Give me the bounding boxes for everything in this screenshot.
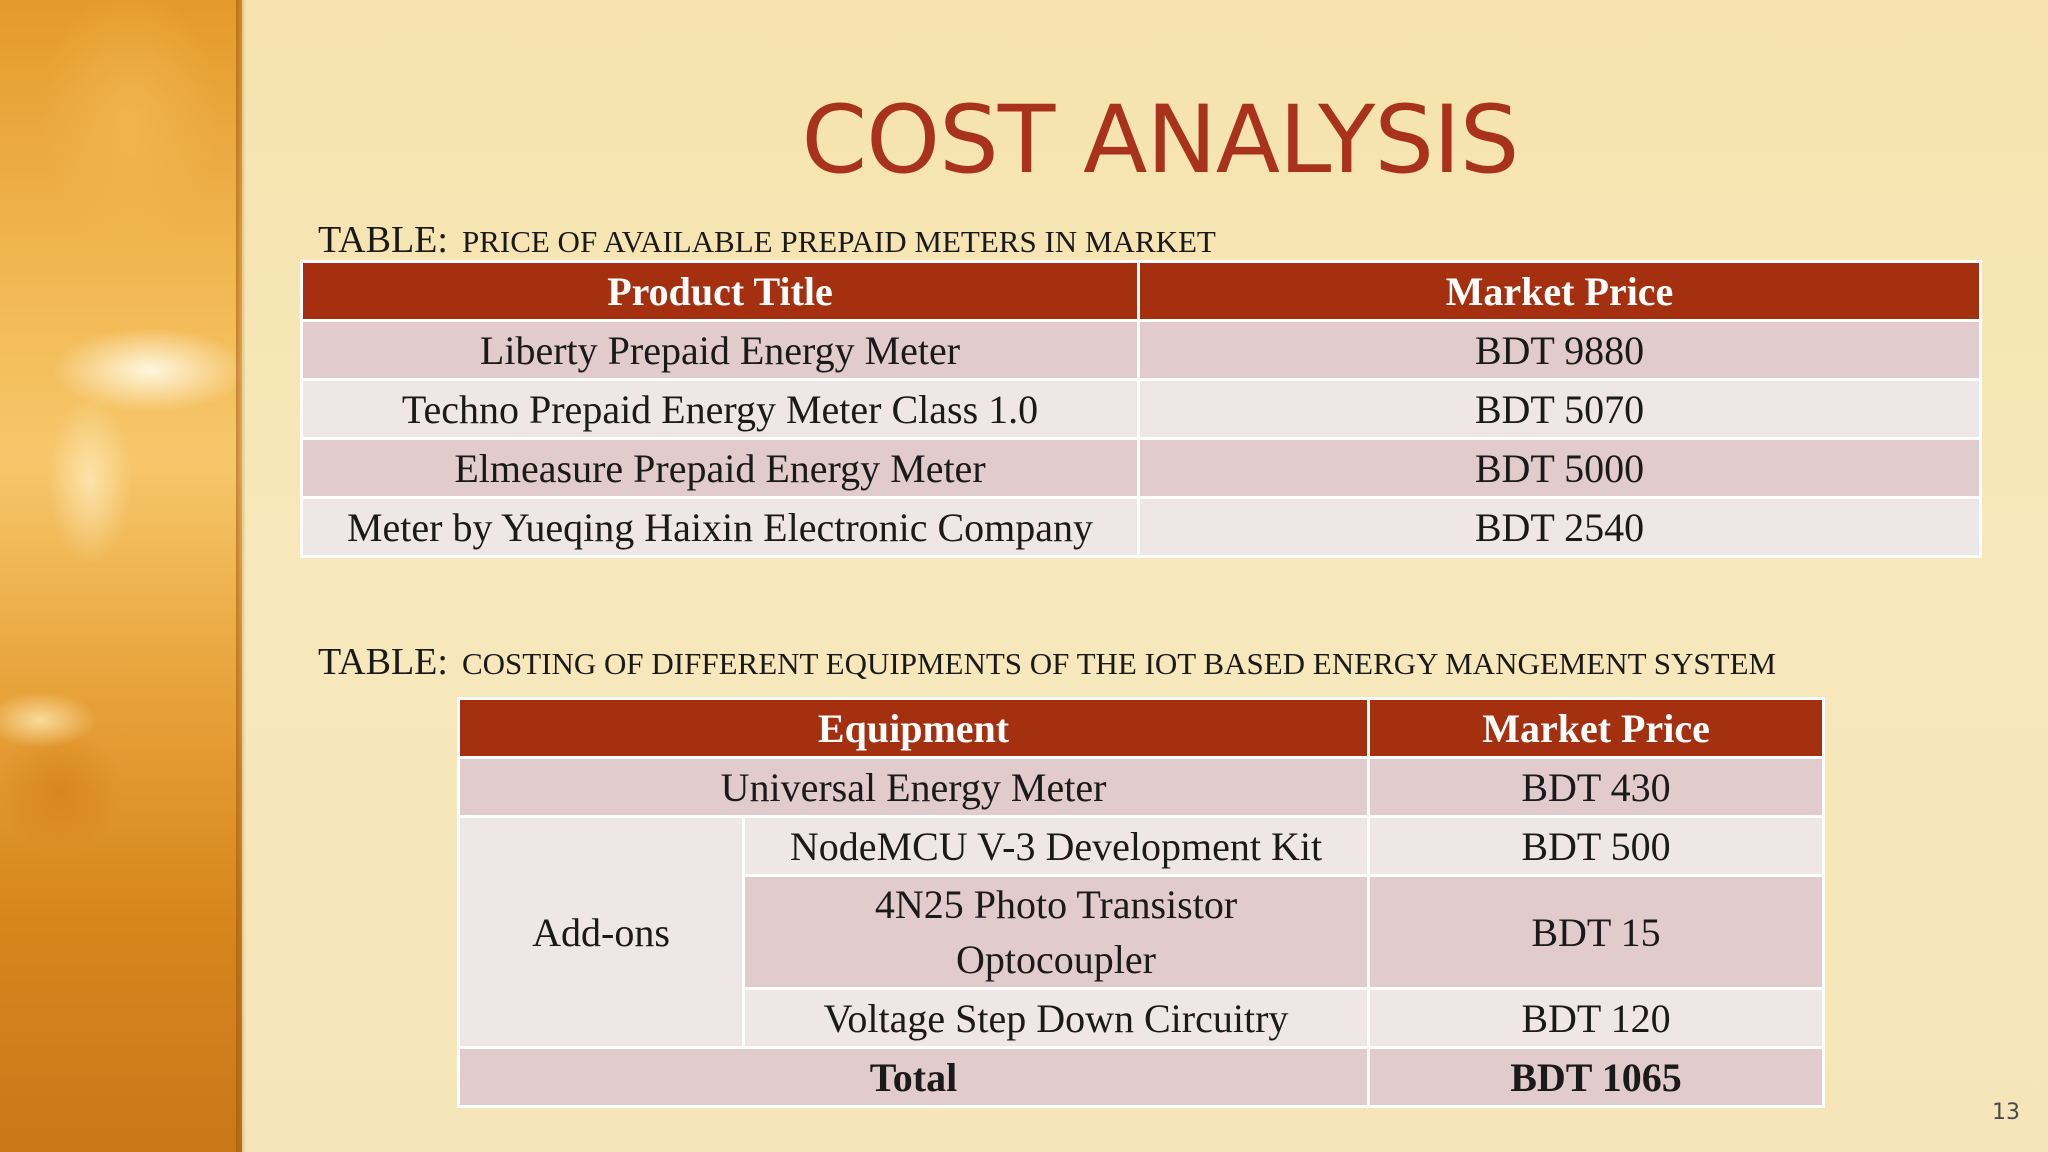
table1-caption: TABLE: PRICE OF AVAILABLE PREPAID METERS … (318, 218, 1216, 262)
column-header-market-price: Market Price (1367, 697, 1825, 759)
equipment-cell: Universal Energy Meter (456, 756, 1371, 818)
table1-caption-lead: TABLE: (318, 219, 448, 261)
total-row: Total BDT 1065 (456, 1046, 1825, 1108)
product-title-cell: Meter by Yueqing Haixin Electronic Compa… (300, 496, 1140, 558)
table-row: Liberty Prepaid Energy Meter BDT 9880 (300, 319, 1982, 381)
equipment-name-line1: 4N25 Photo Transistor (874, 882, 1238, 927)
total-label: Total (456, 1046, 1371, 1108)
prepaid-meters-table: Product Title Market Price Liberty Prepa… (300, 260, 1982, 558)
product-title-cell: Techno Prepaid Energy Meter Class 1.0 (300, 378, 1140, 440)
product-title-cell: Elmeasure Prepaid Energy Meter (300, 437, 1140, 499)
equipment-cell: NodeMCU V-3 Development Kit (741, 815, 1371, 877)
table-header-row: Equipment Market Price (456, 697, 1825, 759)
table-row: 4N25 Photo Transistor Optocoupler BDT 15 (459, 874, 1825, 990)
column-header-market-price: Market Price (1137, 260, 1982, 322)
total-price: BDT 1065 (1367, 1046, 1825, 1108)
image-edge-shadow (236, 0, 246, 1152)
table-row: Techno Prepaid Energy Meter Class 1.0 BD… (300, 378, 1982, 440)
table-header-row: Product Title Market Price (300, 260, 1982, 322)
equipment-cell: Voltage Step Down Circuitry (741, 987, 1371, 1049)
equipment-costing-table: Equipment Market Price Universal Energy … (456, 697, 1825, 1108)
table-row: Add-ons NodeMCU V-3 Development Kit BDT … (457, 815, 1825, 1049)
market-price-cell: BDT 5070 (1137, 378, 1982, 440)
market-price-cell: BDT 9880 (1137, 319, 1982, 381)
table2-caption: TABLE: COSTING OF DIFFERENT EQUIPMENTS OF… (318, 640, 1776, 684)
market-price-cell: BDT 120 (1367, 987, 1825, 1049)
addons-group-cell: Add-ons (457, 815, 745, 1049)
table-row: Elmeasure Prepaid Energy Meter BDT 5000 (300, 437, 1982, 499)
column-header-equipment: Equipment (456, 697, 1371, 759)
table1-caption-text: PRICE OF AVAILABLE PREPAID METERS IN MAR… (461, 224, 1216, 259)
equipment-name-line2: Optocoupler (956, 937, 1156, 982)
product-title-cell: Liberty Prepaid Energy Meter (300, 319, 1140, 381)
market-price-cell: BDT 500 (1367, 815, 1825, 877)
market-price-cell: BDT 5000 (1137, 437, 1982, 499)
table-row: Meter by Yueqing Haixin Electronic Compa… (300, 496, 1982, 558)
table-row: Universal Energy Meter BDT 430 (456, 756, 1825, 818)
equipment-cell: 4N25 Photo Transistor Optocoupler (741, 874, 1371, 990)
page-number: 13 (1992, 1100, 2020, 1125)
light-bulb-image (0, 0, 242, 1152)
table2-caption-lead: TABLE: (318, 641, 448, 683)
table2-caption-text: COSTING OF DIFFERENT EQUIPMENTS OF THE I… (461, 646, 1777, 681)
slide-title: COST ANALYSIS (801, 86, 1520, 195)
market-price-cell: BDT 430 (1367, 756, 1825, 818)
market-price-cell: BDT 15 (1367, 874, 1825, 990)
column-header-product-title: Product Title (300, 260, 1140, 322)
market-price-cell: BDT 2540 (1137, 496, 1982, 558)
table-row: Voltage Step Down Circuitry BDT 120 (459, 987, 1825, 1049)
